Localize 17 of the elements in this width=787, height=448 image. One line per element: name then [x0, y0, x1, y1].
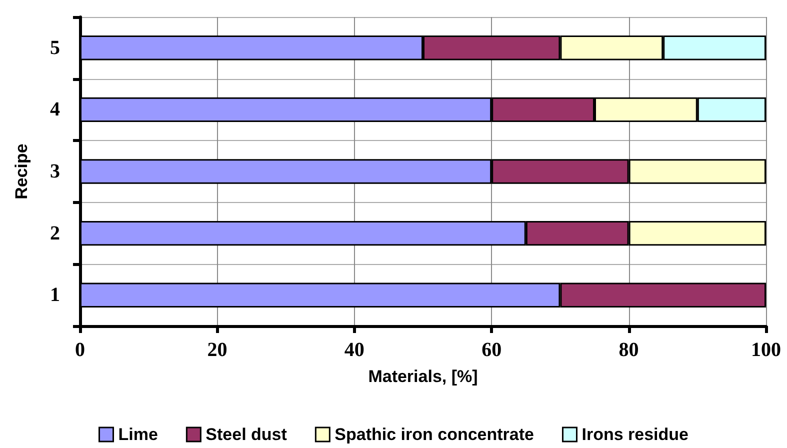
- x-tick-label: 60: [482, 339, 502, 361]
- legend-label: Lime: [118, 425, 158, 444]
- y-tick-label: 2: [50, 222, 60, 244]
- y-tick-label: 4: [50, 98, 60, 121]
- y-tick-label: 3: [50, 160, 60, 182]
- y-axis-title: Recipe: [12, 144, 31, 200]
- legend-label: Spathic iron concentrate: [334, 425, 534, 444]
- y-tick-label: 1: [50, 284, 60, 306]
- x-axis-title: Materials, [%]: [368, 367, 478, 386]
- legend-label: Irons residue: [582, 425, 689, 444]
- x-tick-label: 100: [751, 339, 781, 361]
- legend-label: Steel dust: [206, 425, 288, 444]
- x-tick-label: 0: [75, 339, 85, 361]
- x-tick-label: 40: [344, 339, 364, 361]
- x-tick-label: 20: [207, 339, 228, 361]
- x-tick-label: 80: [618, 339, 639, 361]
- y-tick-label: 5: [50, 36, 60, 59]
